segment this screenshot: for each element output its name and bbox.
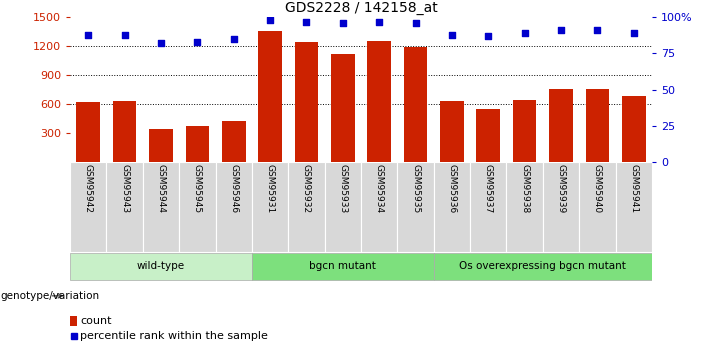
Bar: [70, 316, 77, 326]
Point: [374, 19, 385, 24]
Point: [301, 19, 312, 24]
Text: GSM95932: GSM95932: [302, 164, 311, 213]
Text: GSM95933: GSM95933: [339, 164, 347, 213]
Bar: [143, 162, 179, 252]
Point: [628, 30, 639, 36]
Text: wild-type: wild-type: [137, 261, 185, 271]
Point: [119, 32, 130, 37]
Text: genotype/variation: genotype/variation: [0, 291, 99, 301]
Text: percentile rank within the sample: percentile rank within the sample: [81, 332, 268, 341]
Point: [519, 30, 530, 36]
Bar: [186, 126, 209, 162]
Bar: [367, 41, 391, 162]
Bar: [434, 162, 470, 252]
Bar: [149, 129, 173, 162]
Bar: [404, 47, 428, 162]
Text: GSM95931: GSM95931: [266, 164, 275, 213]
Bar: [113, 101, 137, 162]
Text: GSM95941: GSM95941: [629, 164, 638, 213]
Text: GSM95946: GSM95946: [229, 164, 238, 213]
Bar: [288, 162, 325, 252]
Bar: [76, 102, 100, 162]
Bar: [331, 54, 355, 162]
Bar: [615, 162, 652, 252]
Point: [192, 39, 203, 45]
Bar: [325, 162, 361, 252]
Bar: [216, 162, 252, 252]
Bar: [579, 162, 615, 252]
Text: bgcn mutant: bgcn mutant: [309, 261, 376, 271]
Bar: [585, 89, 609, 162]
Point: [410, 20, 421, 26]
Bar: [434, 253, 652, 280]
Text: GSM95935: GSM95935: [411, 164, 420, 213]
Point: [483, 33, 494, 39]
Point: [592, 28, 603, 33]
Bar: [70, 253, 252, 280]
Bar: [470, 162, 506, 252]
Bar: [252, 253, 434, 280]
Point: [156, 41, 167, 46]
Point: [447, 32, 458, 37]
Point: [555, 28, 566, 33]
Point: [337, 20, 348, 26]
Point: [228, 36, 239, 42]
Text: GSM95944: GSM95944: [156, 164, 165, 213]
Text: count: count: [81, 316, 111, 326]
Text: GSM95936: GSM95936: [447, 164, 456, 213]
Bar: [222, 121, 245, 162]
Text: GSM95943: GSM95943: [120, 164, 129, 213]
Point: [83, 32, 94, 37]
Text: GSM95937: GSM95937: [484, 164, 493, 213]
Text: GSM95940: GSM95940: [593, 164, 602, 213]
Bar: [252, 162, 288, 252]
Bar: [397, 162, 434, 252]
Bar: [543, 162, 579, 252]
Bar: [294, 42, 318, 162]
Bar: [477, 109, 500, 162]
Bar: [506, 162, 543, 252]
Bar: [440, 101, 464, 162]
Bar: [622, 97, 646, 162]
Title: GDS2228 / 142158_at: GDS2228 / 142158_at: [285, 1, 437, 15]
Bar: [513, 100, 536, 162]
Text: GSM95945: GSM95945: [193, 164, 202, 213]
Bar: [107, 162, 143, 252]
Bar: [361, 162, 397, 252]
Point: [264, 17, 275, 23]
Bar: [179, 162, 216, 252]
Text: GSM95939: GSM95939: [557, 164, 566, 213]
Bar: [258, 31, 282, 162]
Text: GSM95938: GSM95938: [520, 164, 529, 213]
Text: Os overexpressing bgcn mutant: Os overexpressing bgcn mutant: [459, 261, 626, 271]
Text: GSM95942: GSM95942: [84, 164, 93, 213]
Bar: [70, 162, 107, 252]
Text: GSM95934: GSM95934: [375, 164, 383, 213]
Bar: [549, 89, 573, 162]
